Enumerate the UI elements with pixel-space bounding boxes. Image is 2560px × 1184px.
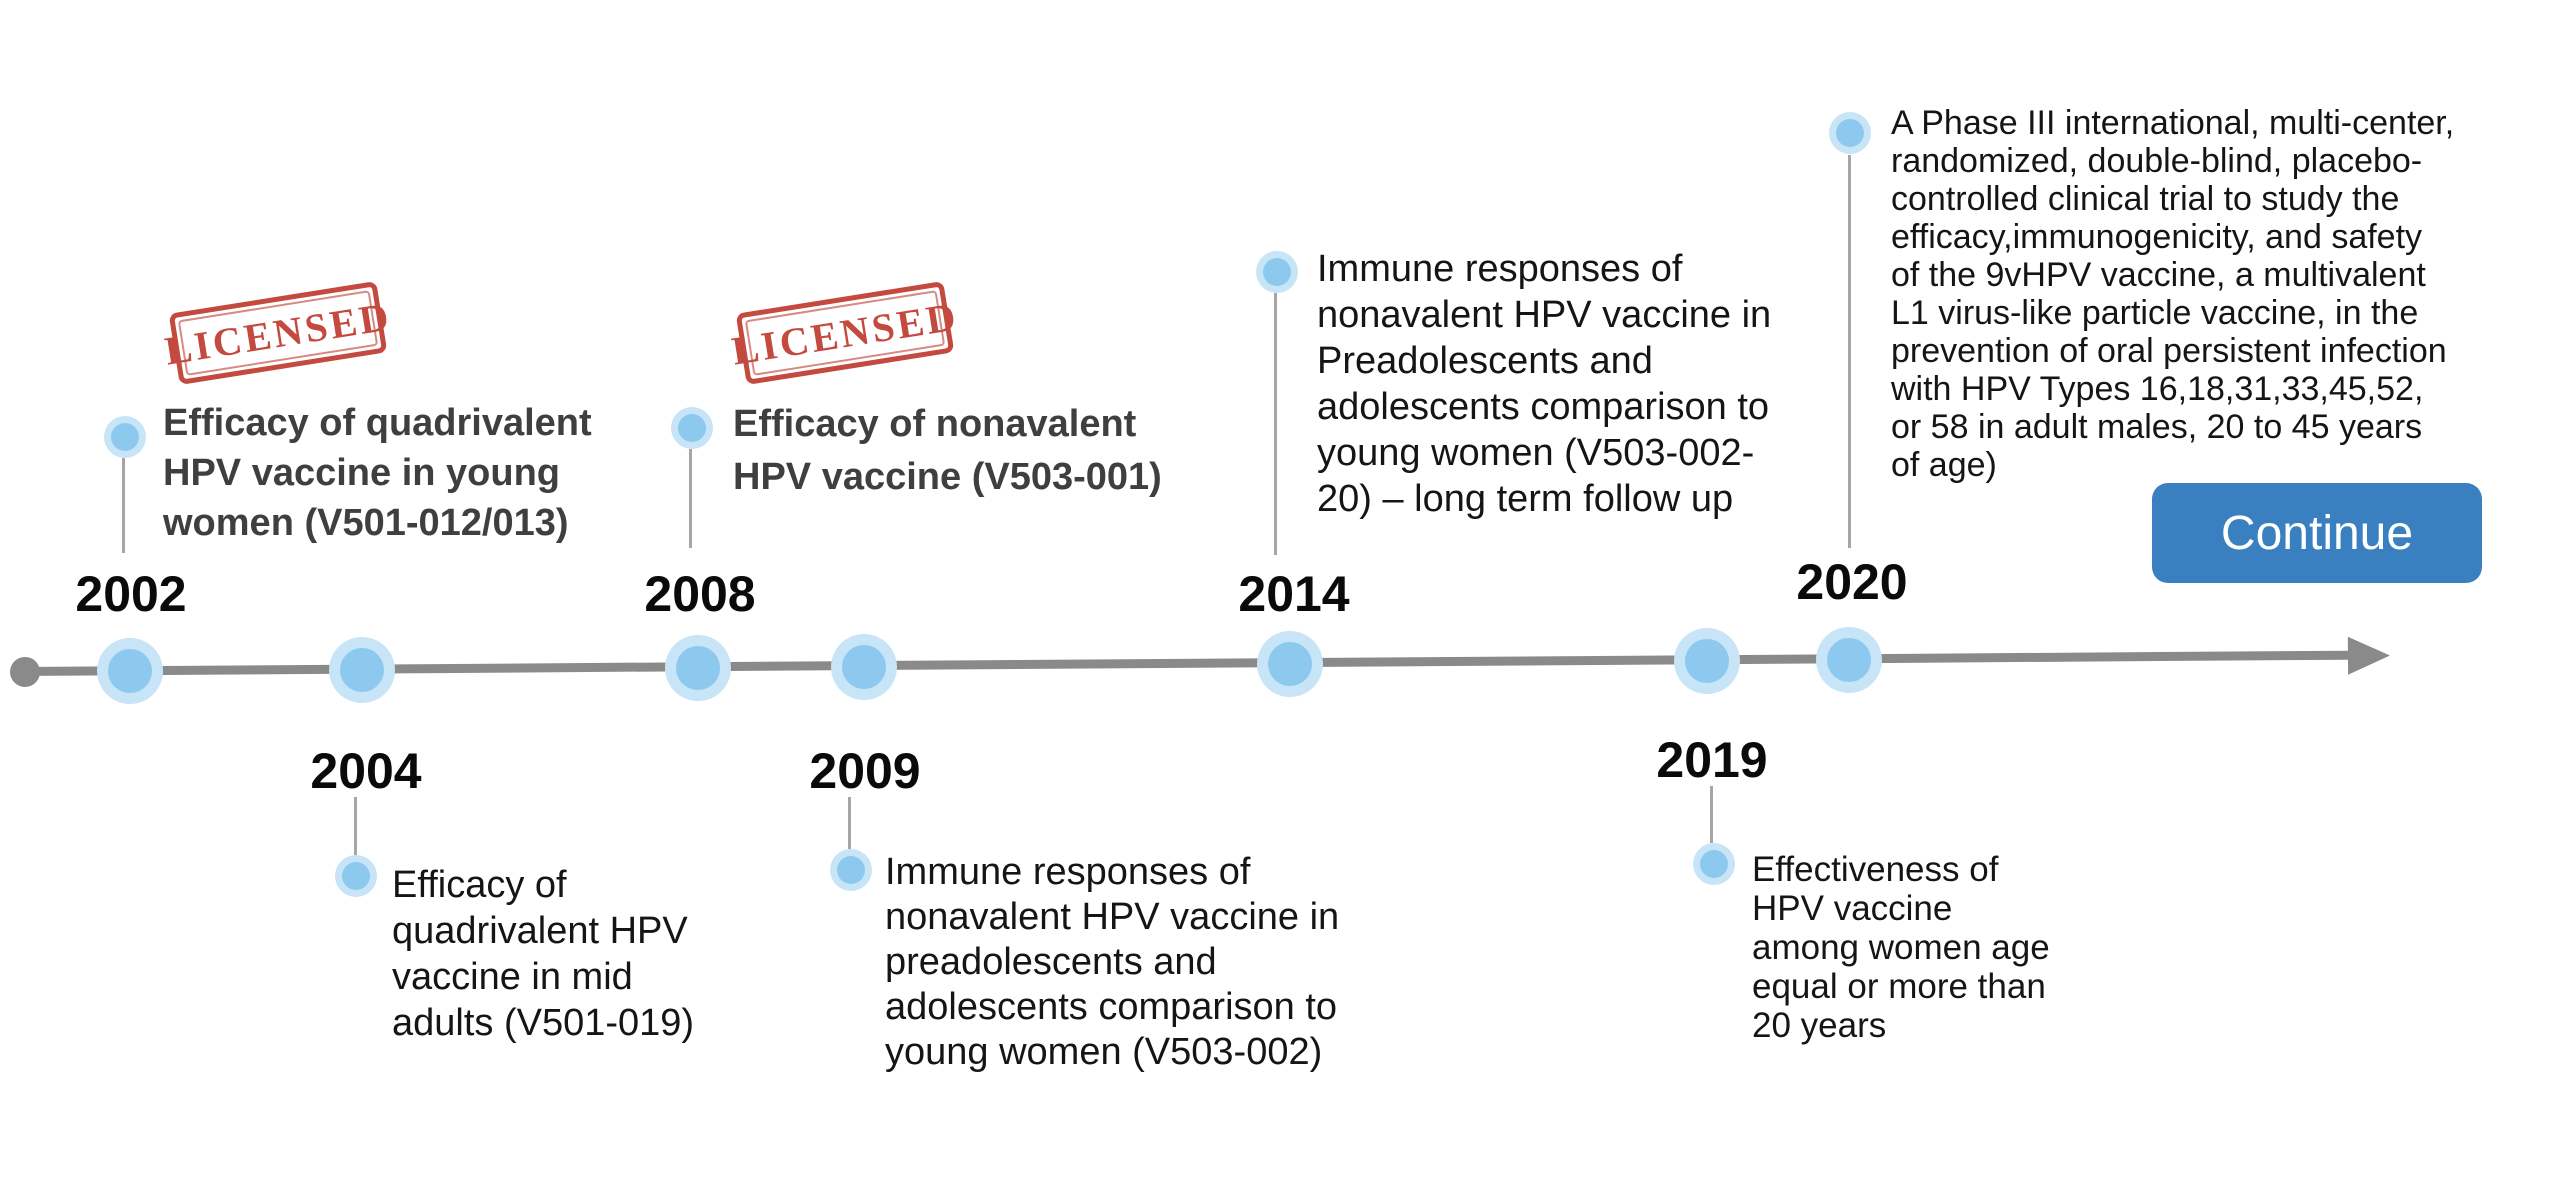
callout-dot <box>1693 843 1735 885</box>
dot-core <box>108 649 152 693</box>
dot-core <box>678 414 706 442</box>
dot-core <box>340 648 384 692</box>
timeline-dot <box>1816 627 1882 693</box>
callout-connector <box>1848 155 1851 548</box>
event-description: Efficacy of quadrivalent HPV vaccine in … <box>392 864 695 1044</box>
dot-core <box>1827 638 1871 682</box>
dot-core <box>1700 850 1728 878</box>
dot-core <box>1268 642 1312 686</box>
timeline-dot <box>1257 631 1323 697</box>
continue-button[interactable]: Continue <box>2152 483 2482 583</box>
dot-core <box>676 646 720 690</box>
event-description: Immune responses of nonavalent HPV vacci… <box>1317 248 1772 520</box>
year-label: 2008 <box>644 566 756 622</box>
dot-core <box>842 645 886 689</box>
callout-dot <box>830 849 872 891</box>
callout-connector <box>689 449 692 548</box>
year-label: 2014 <box>1238 566 1350 622</box>
timeline-dot <box>665 635 731 701</box>
year-label: 2004 <box>310 743 422 799</box>
dot-core <box>342 862 370 890</box>
year-label: 2002 <box>75 566 187 622</box>
callout-dot <box>104 416 146 458</box>
event-description: Efficacy of quadrivalent HPV vaccine in … <box>163 402 592 544</box>
timeline-dot <box>1674 628 1740 694</box>
dot-core <box>837 856 865 884</box>
licensed-stamp: LICENSED <box>162 281 394 385</box>
callout-connector <box>848 797 851 849</box>
timeline-dot <box>97 638 163 704</box>
callout-connector <box>1710 786 1713 843</box>
event-description: Effectiveness of HPV vaccine among women… <box>1752 850 2050 1045</box>
dot-core <box>1685 639 1729 683</box>
timeline-arrowhead-icon <box>2347 636 2391 675</box>
event-description: Immune responses of nonavalent HPV vacci… <box>885 851 1340 1073</box>
timeline-dot <box>329 637 395 703</box>
dot-core <box>1263 258 1291 286</box>
callout-connector <box>1274 293 1277 555</box>
event-description: A Phase III international, multi-center,… <box>1891 104 2455 484</box>
licensed-stamp: LICENSED <box>729 281 961 385</box>
year-label: 2020 <box>1796 554 1908 610</box>
dot-core <box>1836 119 1864 147</box>
callout-dot <box>335 855 377 897</box>
callout-dot <box>671 407 713 449</box>
timeline-start-cap <box>9 656 41 688</box>
dot-core <box>111 423 139 451</box>
timeline-dot <box>831 634 897 700</box>
callout-connector <box>354 797 357 855</box>
event-description: Efficacy of nonavalent HPV vaccine (V503… <box>733 403 1162 498</box>
callout-dot <box>1256 251 1298 293</box>
callout-dot <box>1829 112 1871 154</box>
callout-connector <box>122 458 125 553</box>
year-label: 2009 <box>809 743 921 799</box>
year-label: 2019 <box>1656 732 1768 788</box>
